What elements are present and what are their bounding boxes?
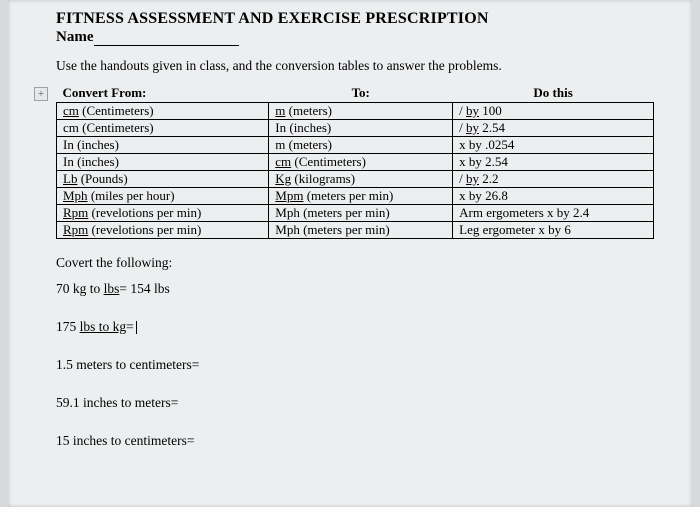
col-header-from: Convert From: — [57, 84, 269, 103]
col-header-to: To: — [269, 84, 453, 103]
expand-icon[interactable]: + — [34, 87, 48, 101]
problem-4: 59.1 inches to meters= — [56, 395, 654, 411]
problem-1: 70 kg to lbs= 154 lbs — [56, 281, 654, 297]
instructions-text: Use the handouts given in class, and the… — [56, 58, 654, 74]
cell-from: cm (Centimeters) — [57, 120, 269, 137]
p2-u: lbs to kg — [80, 319, 127, 334]
cell-to: Mph (meters per min) — [269, 222, 453, 239]
table-row: Rpm (revelotions per min)Mph (meters per… — [57, 205, 654, 222]
table-row: In (inches)cm (Centimeters)x by 2.54 — [57, 154, 654, 171]
conversion-table: Convert From: To: Do this cm (Centimeter… — [56, 84, 654, 239]
cell-dothis: / by 100 — [453, 103, 654, 120]
problems-section: Covert the following: 70 kg to lbs= 154 … — [56, 255, 654, 449]
name-blank-line — [94, 32, 239, 46]
cell-to: cm (Centimeters) — [269, 154, 453, 171]
table-row: Rpm (revelotions per min)Mph (meters per… — [57, 222, 654, 239]
cell-from: In (inches) — [57, 154, 269, 171]
cell-from: Lb (Pounds) — [57, 171, 269, 188]
cell-dothis: / by 2.2 — [453, 171, 654, 188]
text-cursor-icon — [136, 321, 137, 334]
p1-u: lbs — [104, 281, 120, 296]
cell-to: m (meters) — [269, 137, 453, 154]
name-label: Name — [56, 29, 94, 45]
p1-post: = 154 lbs — [119, 281, 169, 296]
problem-2: 175 lbs to kg= — [56, 319, 654, 335]
col-header-dothis: Do this — [453, 84, 654, 103]
cell-from: In (inches) — [57, 137, 269, 154]
cell-from: Mph (miles per hour) — [57, 188, 269, 205]
page: FITNESS ASSESSMENT AND EXERCISE PRESCRIP… — [8, 0, 692, 507]
problem-3: 1.5 meters to centimeters= — [56, 357, 654, 373]
cell-from: cm (Centimeters) — [57, 103, 269, 120]
table-row: Lb (Pounds)Kg (kilograms)/ by 2.2 — [57, 171, 654, 188]
cell-dothis: x by 26.8 — [453, 188, 654, 205]
table-row: cm (Centimeters)In (inches)/ by 2.54 — [57, 120, 654, 137]
table-row: cm (Centimeters)m (meters)/ by 100 — [57, 103, 654, 120]
p2-pre: 175 — [56, 319, 80, 334]
problem-5: 15 inches to centimeters= — [56, 433, 654, 449]
cell-to: Mpm (meters per min) — [269, 188, 453, 205]
cell-to: Kg (kilograms) — [269, 171, 453, 188]
cell-dothis: x by 2.54 — [453, 154, 654, 171]
cell-dothis: Leg ergometer x by 6 — [453, 222, 654, 239]
cell-dothis: Arm ergometers x by 2.4 — [453, 205, 654, 222]
cell-to: Mph (meters per min) — [269, 205, 453, 222]
cell-from: Rpm (revelotions per min) — [57, 222, 269, 239]
cell-to: m (meters) — [269, 103, 453, 120]
page-title: FITNESS ASSESSMENT AND EXERCISE PRESCRIP… — [56, 10, 654, 28]
cell-dothis: / by 2.54 — [453, 120, 654, 137]
cell-from: Rpm (revelotions per min) — [57, 205, 269, 222]
table-row: In (inches)m (meters)x by .0254 — [57, 137, 654, 154]
cell-to: In (inches) — [269, 120, 453, 137]
conversion-table-wrap: + Convert From: To: Do this cm (Centimet… — [34, 84, 654, 239]
problems-heading: Covert the following: — [56, 255, 654, 271]
name-line: Name — [56, 29, 654, 46]
p1-pre: 70 kg to — [56, 281, 104, 296]
p2-post: = — [126, 319, 134, 334]
table-row: Mph (miles per hour)Mpm (meters per min)… — [57, 188, 654, 205]
cell-dothis: x by .0254 — [453, 137, 654, 154]
table-header-row: Convert From: To: Do this — [57, 84, 654, 103]
